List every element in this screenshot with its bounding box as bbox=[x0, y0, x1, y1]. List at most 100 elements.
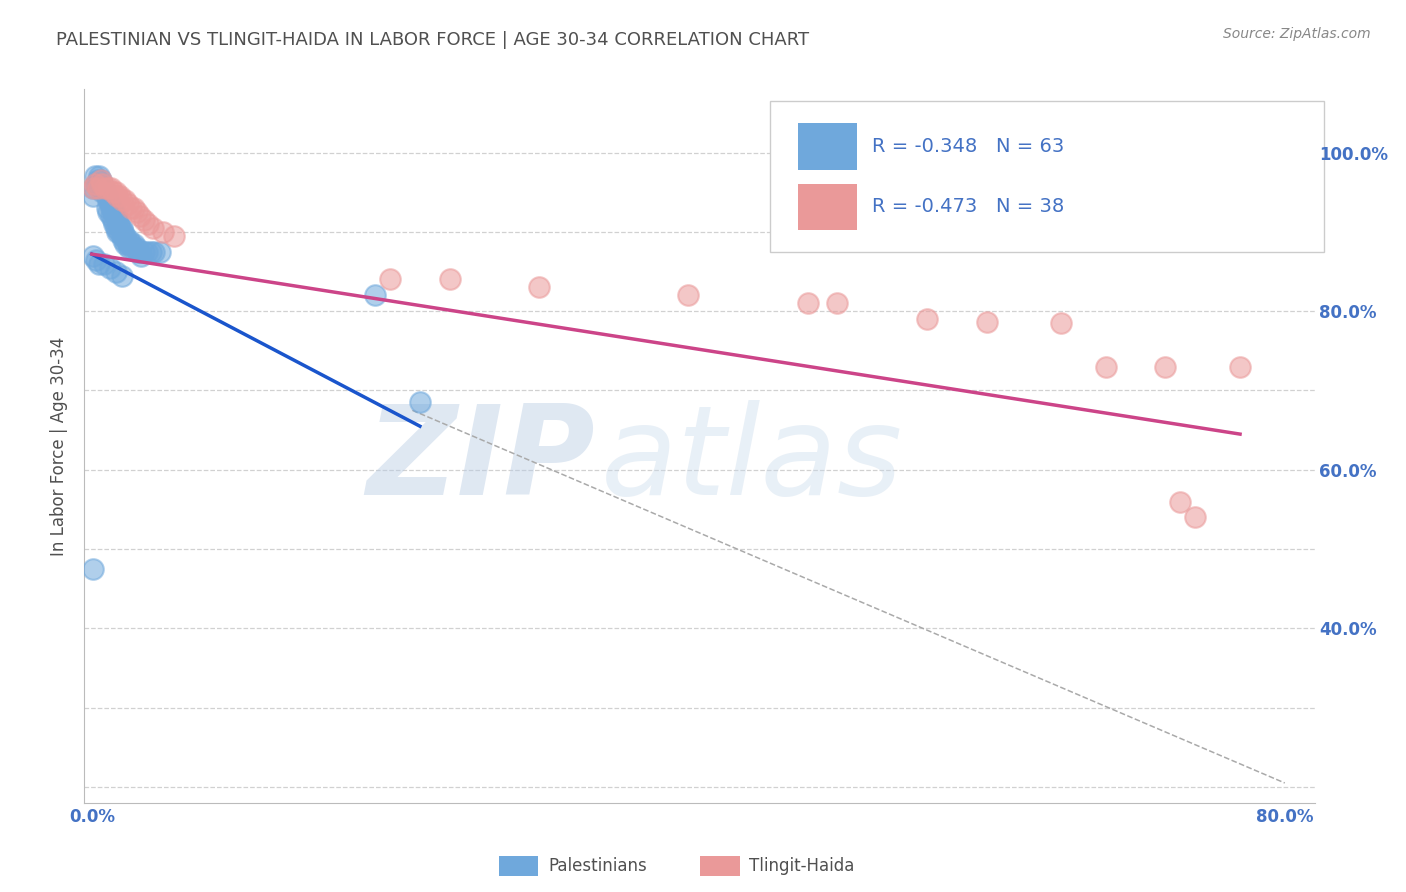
Point bbox=[105, 189, 128, 203]
Point bbox=[117, 197, 139, 211]
Text: atlas: atlas bbox=[602, 400, 903, 521]
Point bbox=[94, 186, 117, 200]
Point bbox=[101, 205, 124, 219]
Point bbox=[118, 233, 141, 247]
Point bbox=[122, 236, 145, 251]
Point bbox=[111, 221, 134, 235]
Point bbox=[94, 181, 117, 195]
Text: PALESTINIAN VS TLINGIT-HAIDA IN LABOR FORCE | AGE 30-34 CORRELATION CHART: PALESTINIAN VS TLINGIT-HAIDA IN LABOR FO… bbox=[56, 31, 810, 49]
Point bbox=[91, 178, 114, 192]
Point bbox=[108, 189, 131, 203]
Point bbox=[90, 173, 112, 187]
Point bbox=[796, 296, 818, 310]
Point bbox=[143, 244, 166, 259]
Point bbox=[678, 288, 700, 302]
Point bbox=[120, 201, 142, 215]
Point bbox=[118, 241, 141, 255]
Point bbox=[128, 209, 150, 223]
Point bbox=[141, 244, 163, 259]
Point bbox=[1095, 359, 1118, 374]
Point bbox=[100, 181, 122, 195]
Point bbox=[107, 217, 129, 231]
Point bbox=[83, 178, 105, 192]
Point bbox=[527, 280, 550, 294]
Point bbox=[97, 181, 120, 195]
Point bbox=[101, 186, 124, 200]
Point bbox=[112, 225, 135, 239]
Point bbox=[132, 244, 155, 259]
Point bbox=[1229, 359, 1251, 374]
Point bbox=[136, 244, 159, 259]
Point bbox=[149, 244, 172, 259]
Point bbox=[97, 193, 120, 207]
Point bbox=[132, 213, 155, 227]
Point bbox=[114, 193, 136, 207]
Point bbox=[89, 257, 111, 271]
Point bbox=[104, 209, 127, 223]
Point bbox=[364, 288, 387, 302]
Text: Source: ZipAtlas.com: Source: ZipAtlas.com bbox=[1223, 27, 1371, 41]
Point bbox=[104, 186, 127, 200]
Point bbox=[138, 217, 160, 231]
Point bbox=[101, 213, 124, 227]
Point bbox=[90, 173, 112, 187]
Point bbox=[82, 189, 104, 203]
FancyBboxPatch shape bbox=[799, 184, 858, 230]
Text: Tlingit-Haida: Tlingit-Haida bbox=[749, 857, 855, 875]
Point bbox=[1170, 494, 1192, 508]
Point bbox=[129, 249, 152, 263]
Point bbox=[124, 241, 146, 255]
Point bbox=[91, 178, 114, 192]
Point bbox=[114, 236, 136, 251]
Point bbox=[111, 193, 134, 207]
Point bbox=[103, 217, 125, 231]
Point bbox=[82, 249, 104, 263]
Point bbox=[915, 312, 938, 326]
Point bbox=[93, 257, 115, 271]
Point bbox=[409, 395, 432, 409]
FancyBboxPatch shape bbox=[769, 102, 1324, 252]
Point bbox=[1154, 359, 1177, 374]
Point bbox=[97, 205, 120, 219]
Point bbox=[105, 213, 128, 227]
Point bbox=[83, 169, 105, 184]
Point bbox=[89, 169, 111, 184]
Point bbox=[125, 241, 148, 255]
Point bbox=[121, 241, 143, 255]
Point bbox=[120, 236, 142, 251]
Point bbox=[100, 209, 122, 223]
Text: R = -0.348   N = 63: R = -0.348 N = 63 bbox=[872, 136, 1064, 156]
Y-axis label: In Labor Force | Age 30-34: In Labor Force | Age 30-34 bbox=[51, 336, 69, 556]
Point bbox=[115, 233, 138, 247]
Text: Palestinians: Palestinians bbox=[548, 857, 647, 875]
Point bbox=[84, 178, 107, 192]
Text: R = -0.473   N = 38: R = -0.473 N = 38 bbox=[872, 197, 1064, 217]
Point bbox=[117, 236, 139, 251]
Point bbox=[93, 181, 115, 195]
Point bbox=[96, 189, 118, 203]
Point bbox=[114, 228, 136, 243]
Point bbox=[122, 201, 145, 215]
Point bbox=[1184, 510, 1206, 524]
Point bbox=[104, 264, 127, 278]
Point bbox=[91, 186, 114, 200]
Point bbox=[378, 272, 401, 286]
Point bbox=[100, 201, 122, 215]
Point bbox=[827, 296, 849, 310]
Point bbox=[96, 201, 118, 215]
Point bbox=[1050, 316, 1073, 330]
Point bbox=[108, 221, 131, 235]
Point bbox=[98, 197, 121, 211]
Point bbox=[111, 228, 134, 243]
Point bbox=[105, 225, 128, 239]
Point bbox=[84, 252, 107, 267]
Point bbox=[98, 260, 121, 275]
Point bbox=[87, 173, 110, 187]
Point bbox=[142, 221, 165, 235]
Point bbox=[976, 314, 998, 328]
Point bbox=[112, 233, 135, 247]
Text: ZIP: ZIP bbox=[366, 400, 595, 521]
Point bbox=[104, 221, 127, 235]
Point bbox=[152, 225, 174, 239]
Point bbox=[87, 181, 110, 195]
